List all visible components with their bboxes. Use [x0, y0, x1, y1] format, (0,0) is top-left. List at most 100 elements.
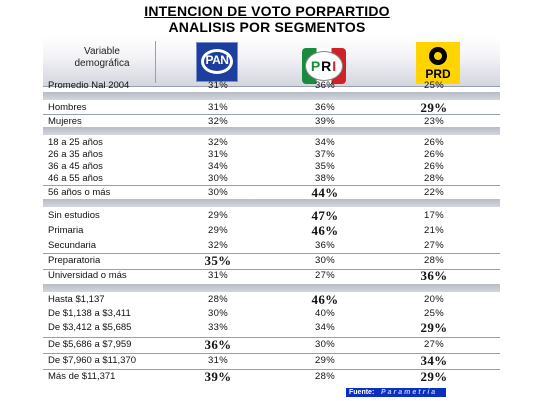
pri-value: 28%	[315, 371, 335, 382]
pri-value: 34%	[315, 137, 335, 148]
segment-label: Preparatoria	[48, 255, 101, 266]
pri-value: 36%	[315, 240, 335, 251]
segment-label: Mujeres	[48, 116, 82, 127]
pri-letter-p: P	[310, 58, 322, 74]
pri-disc-icon	[305, 51, 343, 81]
table-row: 36 a 45 años 34% 35% 26%	[48, 160, 500, 174]
pri-value: 27%	[315, 270, 335, 281]
pri-value: 39%	[315, 116, 335, 127]
table-row: 18 a 25 años 32% 34% 26%	[48, 136, 500, 150]
pri-value: 36%	[315, 102, 335, 113]
pri-letter-r: R	[321, 58, 333, 74]
table-row: Secundaria 32% 36% 27%	[48, 239, 500, 253]
pri-value: 34%	[315, 322, 335, 333]
group-separator	[43, 199, 500, 207]
table-row: De $1,138 a $3,411 30% 40% 25%	[48, 307, 500, 321]
prd-value: 36%	[420, 268, 448, 283]
segment-label: 56 años o más	[48, 187, 111, 198]
row-rule	[43, 253, 500, 254]
pan-value: 32%	[208, 137, 228, 148]
pan-value: 29%	[208, 210, 228, 221]
table-row: De $3,412 a $5,685 33% 34% 29%	[48, 321, 500, 335]
variable-column-header: Variable demográfica	[74, 46, 130, 69]
pri-letter-i: I	[332, 58, 338, 74]
prd-value: 28%	[424, 173, 444, 184]
segment-label: Sin estudios	[48, 210, 100, 221]
prd-value: 25%	[424, 308, 444, 319]
pan-logo-text: PAN	[205, 53, 229, 67]
table-row: 46 a 55 años 30% 38% 28%	[48, 172, 500, 186]
prd-sun-icon	[429, 47, 447, 65]
group-separator	[43, 284, 500, 292]
segment-label: 26 a 35 años	[48, 149, 103, 160]
prd-value: 27%	[424, 240, 444, 251]
prd-logo: PRD	[416, 42, 460, 84]
pri-value: 46%	[311, 292, 339, 307]
pri-value: 30%	[315, 255, 335, 266]
source-bar	[346, 388, 446, 397]
prd-value: 34%	[420, 353, 448, 368]
pan-value: 30%	[208, 308, 228, 319]
prd-value: 26%	[424, 137, 444, 148]
pan-value: 31%	[208, 149, 228, 160]
segment-label: 46 a 55 años	[48, 173, 103, 184]
pan-value: 35%	[204, 253, 232, 268]
source-label: Fuente:	[349, 389, 375, 396]
header-divider	[155, 41, 156, 83]
table-row: Hasta $1,137 28% 46% 20%	[48, 293, 500, 307]
pan-value: 30%	[208, 187, 228, 198]
segment-label: Más de $11,371	[48, 371, 116, 382]
pan-value: 28%	[208, 294, 228, 305]
group-separator	[43, 127, 500, 135]
table-row: Mujeres 32% 39% 23%	[48, 115, 500, 129]
segment-label: Secundaria	[48, 240, 97, 251]
segment-label: 36 a 45 años	[48, 161, 103, 172]
prd-value: 23%	[424, 116, 444, 127]
pan-value: 31%	[208, 80, 228, 91]
pri-value: 46%	[311, 223, 339, 238]
prd-value: 17%	[424, 210, 444, 221]
pri-logo-text: PRI	[302, 58, 346, 74]
pan-logo: PAN	[196, 42, 238, 82]
pan-value: 31%	[208, 270, 228, 281]
pan-value: 29%	[208, 225, 228, 236]
pan-value: 36%	[204, 337, 232, 352]
segment-label: De $1,138 a $3,411	[48, 308, 131, 319]
pri-value: 47%	[311, 208, 339, 223]
group-separator	[43, 92, 500, 100]
pri-logo: PRI	[302, 48, 346, 84]
pan-value: 34%	[208, 161, 228, 172]
segment-label: Hombres	[48, 102, 87, 113]
prd-value: 29%	[420, 320, 448, 335]
pri-value: 44%	[311, 185, 339, 200]
prd-value: 27%	[424, 339, 444, 350]
row-rule	[43, 269, 500, 270]
prd-value: 25%	[424, 80, 444, 91]
row-rule	[43, 353, 500, 354]
prd-value: 28%	[424, 255, 444, 266]
prd-logo-text: PRD	[425, 67, 451, 81]
prd-value: 22%	[424, 187, 444, 198]
pan-value: 33%	[208, 322, 228, 333]
pan-value: 32%	[208, 116, 228, 127]
prd-value: 26%	[424, 161, 444, 172]
table-row: Preparatoria 35% 30% 28%	[48, 254, 500, 268]
row-rule	[43, 337, 500, 338]
table-row: Sin estudios 29% 47% 17%	[48, 209, 500, 223]
segment-label: 18 a 25 años	[48, 137, 103, 148]
pri-value: 35%	[315, 161, 335, 172]
page-subtitle: ANALISIS POR SEGMENTOS	[168, 19, 366, 35]
prd-value: 21%	[424, 225, 444, 236]
pri-value: 38%	[315, 173, 335, 184]
segment-label: Promedio Nal 2004	[48, 80, 130, 91]
pri-value: 37%	[315, 149, 335, 160]
prd-value: 29%	[420, 369, 448, 384]
segment-label: De $5,686 a $7,959	[48, 339, 132, 350]
table-row: Primaria 29% 46% 21%	[48, 224, 500, 238]
prd-value: 20%	[424, 294, 444, 305]
page-title: INTENCION DE VOTO PORPARTIDO	[144, 3, 390, 19]
row-rule	[43, 86, 500, 87]
prd-value: 26%	[424, 149, 444, 160]
pan-value: 30%	[208, 173, 228, 184]
table-row: 26 a 35 años 31% 37% 26%	[48, 148, 500, 162]
